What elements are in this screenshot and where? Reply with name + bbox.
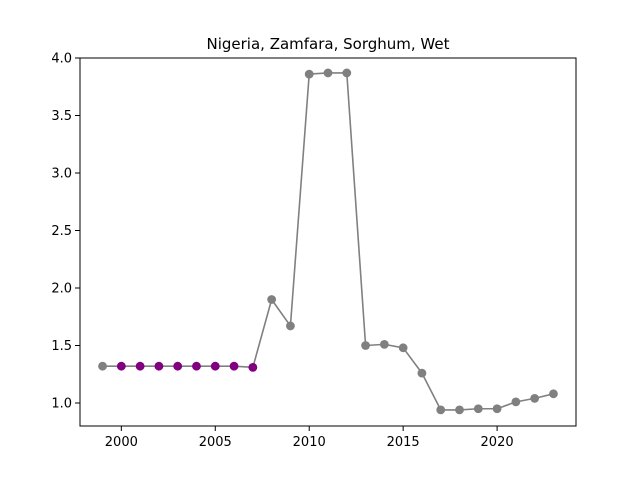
x-tick-label: 2000 — [105, 435, 138, 450]
data-point — [286, 321, 295, 331]
highlighted-data-point — [154, 361, 164, 371]
data-point — [323, 68, 333, 78]
axes-frame — [79, 57, 577, 427]
y-tick-label: 1.0 — [51, 397, 72, 412]
highlighted-data-point — [135, 361, 145, 371]
data-point — [492, 404, 502, 414]
data-point — [304, 69, 314, 79]
data-point — [549, 389, 558, 399]
highlighted-data-point — [229, 361, 239, 371]
y-tick-label: 3.0 — [51, 167, 72, 182]
data-point — [398, 343, 408, 353]
y-tick-label: 3.5 — [51, 109, 72, 124]
highlighted-data-point — [210, 361, 220, 371]
data-point — [379, 339, 389, 349]
x-tick-label: 2015 — [387, 435, 420, 450]
data-point — [342, 68, 352, 78]
highlighted-data-point — [116, 361, 126, 371]
x-tick-label: 2005 — [199, 435, 232, 450]
highlighted-data-point — [248, 362, 258, 372]
y-tick-label: 1.5 — [51, 339, 72, 354]
highlighted-data-point — [192, 361, 201, 371]
y-tick-label: 2.5 — [51, 224, 72, 239]
data-point — [511, 397, 521, 407]
data-point — [530, 394, 540, 403]
data-point — [98, 361, 107, 371]
x-tick-label: 2020 — [481, 435, 514, 450]
plot-area: 1.0 1.5 2.0 2.5 3.0 3.5 4.0 2000 2005 2010 2015 202… — [51, 52, 577, 450]
highlighted-data-point — [173, 361, 183, 371]
y-tick-label: 4.0 — [51, 52, 72, 67]
y-tick-label: 2.0 — [51, 282, 72, 297]
chart-title: Nigeria, Zamfara, Sorghum, Wet — [207, 35, 450, 53]
data-point — [436, 405, 446, 415]
data-point — [267, 295, 277, 304]
x-tick-label: 2010 — [293, 435, 326, 450]
data-point — [473, 404, 483, 414]
data-point — [361, 341, 370, 350]
data-point — [455, 405, 464, 415]
data-point — [417, 368, 427, 378]
